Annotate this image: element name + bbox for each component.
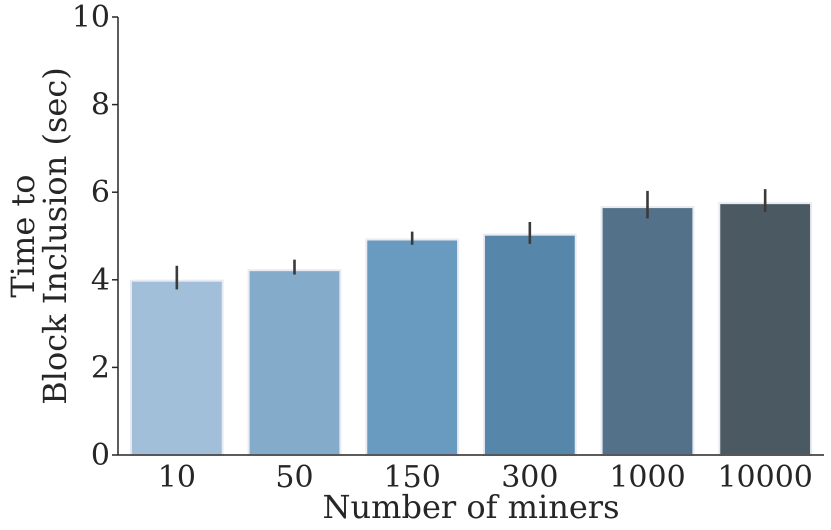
x-tick-label-10: 10 — [158, 460, 196, 495]
x-tick-label-150: 150 — [384, 460, 441, 495]
y-tick-label-6: 6 — [91, 175, 110, 210]
x-tick-label-50: 50 — [275, 460, 313, 495]
bars-group — [129, 202, 813, 456]
x-tick-label-300: 300 — [501, 460, 558, 495]
y-axis-label-line-1: Time to — [4, 174, 42, 297]
bar-50 — [247, 269, 342, 456]
bar-300 — [482, 233, 577, 456]
error-bars-group — [175, 189, 767, 290]
x-tick-label-10000: 10000 — [717, 460, 812, 495]
bar-1000 — [600, 206, 695, 456]
y-tick-label-4: 4 — [91, 263, 110, 298]
bar-10 — [129, 279, 224, 456]
y-tick-label-2: 2 — [91, 350, 110, 385]
y-axis-ticks: 0 2 4 6 8 10 — [72, 0, 118, 473]
bar-150 — [365, 238, 460, 456]
y-axis-label: Time to Block Inclusion (sec) — [4, 67, 74, 404]
y-tick-label-10: 10 — [72, 0, 110, 35]
y-tick-label-8: 8 — [91, 88, 110, 123]
x-axis-label: Number of miners — [323, 488, 620, 526]
bar-10000 — [718, 202, 813, 456]
y-axis-label-line-2: Block Inclusion (sec) — [36, 67, 74, 404]
x-axis-ticks: 10 50 150 300 1000 10000 — [158, 460, 813, 495]
y-tick-label-0: 0 — [91, 438, 110, 473]
x-tick-label-1000: 1000 — [609, 460, 685, 495]
